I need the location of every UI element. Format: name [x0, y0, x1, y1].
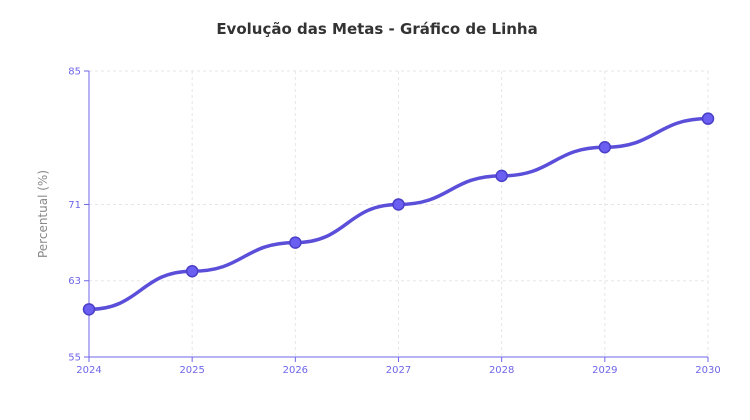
- data-point[interactable]: [289, 236, 302, 249]
- x-tick-label: 2027: [386, 365, 411, 376]
- y-tick-label: 55: [68, 353, 81, 364]
- x-tick-label: 2025: [179, 365, 204, 376]
- x-axis-ticks: 2024 2025 2026 2027 2028 2029 2030: [76, 357, 721, 376]
- x-tick-label: 2026: [283, 365, 308, 376]
- y-tick-label: 71: [68, 200, 81, 211]
- x-tick-label: 2029: [592, 365, 617, 376]
- grid-lines: [88, 70, 709, 358]
- data-point[interactable]: [392, 198, 405, 211]
- x-tick-label: 2030: [695, 365, 720, 376]
- data-point[interactable]: [82, 303, 96, 316]
- data-point[interactable]: [598, 141, 612, 154]
- y-axis-ticks: 55 63 71 85: [68, 67, 89, 364]
- y-axis-label: Percentual (%): [36, 170, 50, 258]
- chart-title: Evolução das Metas - Gráfico de Linha: [216, 20, 537, 38]
- data-point[interactable]: [701, 112, 715, 125]
- y-tick-label: 85: [68, 67, 81, 78]
- data-point[interactable]: [185, 264, 199, 278]
- y-tick-label: 63: [68, 276, 81, 287]
- series-group: [82, 112, 715, 316]
- x-tick-label: 2024: [76, 365, 101, 376]
- x-tick-label: 2028: [489, 365, 514, 376]
- data-point[interactable]: [495, 169, 508, 183]
